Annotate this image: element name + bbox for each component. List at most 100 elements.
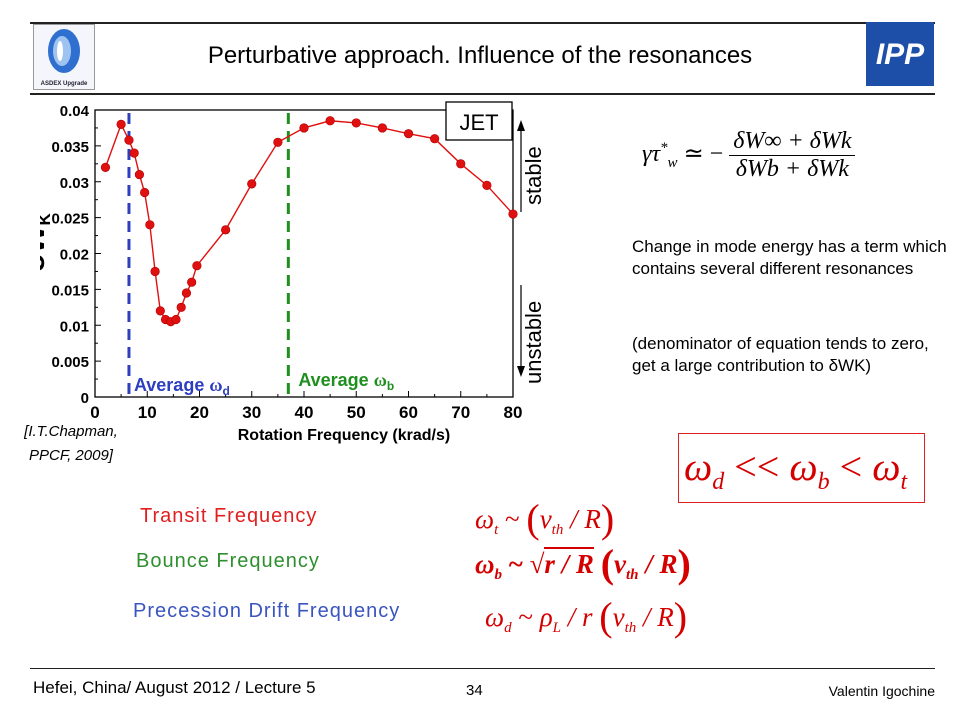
precession-frequency-label: Precession Drift Frequency [133,600,401,622]
series-line [104,120,514,323]
average-frequency-label: Average ωd [134,375,230,398]
y-tick-label: 0.005 [51,354,89,371]
prec-v-sub: th [624,620,637,636]
transit-frequency-label: Transit Frequency [140,505,318,527]
data-point [508,209,518,219]
data-point [100,162,111,172]
page-title: Perturbative approach. Influence of the … [207,42,753,69]
data-point [325,116,335,126]
data-point [351,118,361,128]
y-axis-label: δWK [40,212,54,272]
chart-marks [100,113,518,396]
description-note: (denominator of equation tends to zero, … [632,334,929,375]
x-tick-label: 40 [295,403,314,422]
x-tick-label: 60 [399,403,418,422]
data-point [171,314,181,325]
y-tick-label: 0.04 [60,103,90,120]
bounce-div: / R [638,549,678,579]
omega-d: ω [684,444,713,489]
rotation-frequency-chart: 0 10 20 30 40 50 60 70 80 0 0.005 0.01 0.015 0.02 0.02… [40,101,546,444]
y-tick-label: 0.015 [51,282,89,299]
omega-t-sub: t [900,469,908,495]
ipp-logo: IPP [866,22,934,86]
footer-event: Hefei, China/ August 2012 / Lecture 5 [33,678,316,697]
frequency-ordering: ωd << ωb < ωt [684,443,907,496]
prec-rel: ~ [511,602,540,632]
data-point [129,148,139,158]
stable-label: stable [521,146,546,205]
data-point [299,123,309,133]
prec-v: v [612,602,625,632]
data-point [403,129,414,139]
bounce-v-sub: th [626,567,639,583]
bounce-v: v [614,549,626,579]
average-frequency-sub: b [387,379,394,393]
citation: [I.T.Chapman, PPCF, 2009] [24,423,118,464]
data-point [140,187,150,198]
bounce-rel: ~ [502,549,530,579]
ipp-logo-text: IPP [876,38,925,71]
unstable-arrowhead [517,366,525,377]
x-tick-label: 20 [190,403,209,422]
description-text: Change in mode energy has a term which c… [632,237,947,278]
frequency-ordering-box [678,433,925,503]
less-than: < [839,444,863,489]
data-point [456,159,466,169]
y-tick-label: 0.02 [60,247,89,264]
data-point [145,220,155,230]
omega-b: ω [789,444,818,489]
x-tick-label: 80 [504,403,523,422]
eq-relation: ≃ − [683,141,724,168]
omega-t: ω [872,444,901,489]
data-point [221,225,231,235]
prec-div: / R [636,602,674,632]
data-point [192,261,202,271]
average-frequency-symbol: ω [374,370,387,390]
data-point [377,123,387,133]
eq-lhs: γτ [642,141,661,168]
y-tick-label: 0.03 [60,175,89,192]
x-tick-label: 30 [242,403,261,422]
jet-box [445,101,513,141]
prec-omega-sub: d [504,620,512,636]
x-axis-label: Rotation Frequency (krad/s) [238,427,450,444]
top-rule [30,22,935,24]
bounce-open: ( [600,541,615,586]
data-point [134,169,145,180]
average-frequency-label: Average ωb [298,370,394,393]
data-point [273,137,283,147]
data-point [155,306,165,316]
header-rule [30,93,935,95]
x-tick-label: 70 [451,403,470,422]
eq-denominator: δWb + δWk [735,156,849,182]
prec-open: ( [599,594,613,639]
footer-author: Valentin Igochine [828,683,935,699]
stable-arrowhead [517,120,525,131]
energy-equation: γτ*w ≃ − δW∞ + δWk δWb + δWk [642,128,856,183]
x-tick-label: 10 [138,403,157,422]
asdex-upgrade-logo: ASDEX Upgrade [33,24,95,90]
transit-div: / R [563,504,601,534]
x-tick-label: 50 [347,403,366,422]
y-tick-label: 0.035 [51,139,89,156]
precession-frequency-equation: ωd ~ ρL / r (vth / R) [485,593,687,640]
average-frequency-symbol: ω [209,375,222,395]
data-point [181,288,192,298]
transit-omega-sub: t [494,522,499,538]
logo-text: ASDEX Upgrade [40,81,88,87]
transit-omega: ω [475,504,495,534]
y-axis-label-sub: K [40,212,54,225]
transit-close: ) [600,496,615,541]
chart-axes [94,109,514,398]
chart-labels: 0 10 20 30 40 50 60 70 80 0 0.005 0.01 0.015 0.02 0.02… [40,101,546,444]
bounce-frequency-equation: ωb ~ √r / R (vth / R) [475,540,691,587]
prec-div1: / r [561,602,600,632]
data-point [150,266,160,277]
bounce-root: √ [529,549,545,579]
y-tick-label: 0.025 [51,211,89,228]
bounce-omega-sub: b [494,567,503,583]
data-point [187,277,197,287]
transit-v: v [539,504,552,534]
bounce-frequency-label: Bounce Frequency [136,550,320,572]
prec-omega: ω [485,602,505,632]
